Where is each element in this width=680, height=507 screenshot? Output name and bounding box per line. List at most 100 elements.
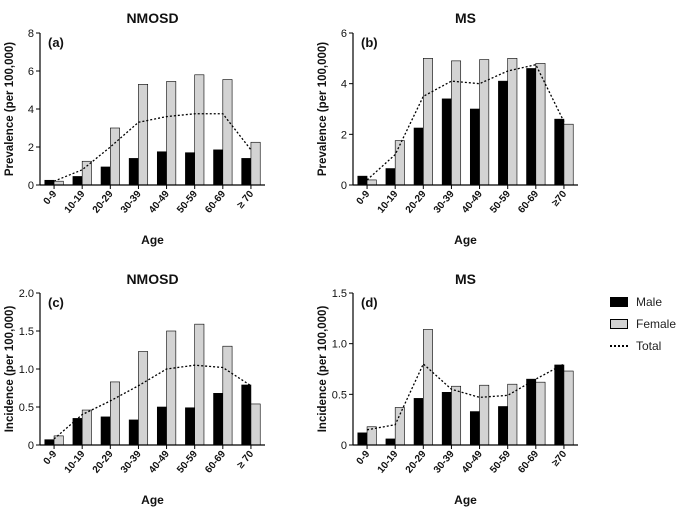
panel-4-xtick-label-6: 50-59	[488, 449, 513, 476]
panel-2-xtick-label-7: 60-69	[516, 189, 541, 216]
panel-3-bar-female-4	[138, 351, 149, 446]
panel-4-bar-female-5	[479, 384, 490, 446]
panel-3-ytick-label-3: 1.0	[19, 364, 34, 376]
panel-2-total-line	[366, 63, 565, 181]
panel-1-xtick-label-8: ≥ 70	[235, 189, 256, 211]
panel-4-total-line	[366, 362, 565, 431]
panel-2-ytick-label-4: 6	[341, 28, 347, 40]
panel-1-xtick-label-1: 0-9	[42, 189, 60, 207]
panel-2-bar-male-6	[498, 80, 508, 186]
panel-1-bar-male-3	[100, 166, 111, 186]
panel-3-bar-male-6	[185, 407, 195, 446]
panel-4-bar-female-6	[507, 383, 518, 446]
panel-1-xtick-label-2: 10-19	[63, 189, 88, 216]
panel-4-y-axis-label: Incidence (per 100,000)	[317, 306, 329, 433]
panel-2-ytick-label-1: 0	[341, 180, 347, 192]
panel-4-bar-female-3	[423, 329, 433, 446]
panel-3-bar-male-4	[128, 419, 139, 446]
male-swatch	[610, 297, 628, 307]
panel-3: NMOSD (c) 0 0.5 1.0 1.5 2.0 0-9 10-19 20-29 30-39 4…	[4, 271, 265, 507]
panel-1-panel-label: (a)	[48, 35, 64, 50]
panel-4-bar-male-2	[385, 438, 396, 446]
panel-2-xtick-label-6: 50-59	[488, 189, 513, 216]
panel-4-bar-female-8	[563, 370, 574, 446]
panel-4-bar-female-7	[535, 381, 546, 446]
panel-4-x-axis-label: Age	[454, 493, 477, 507]
panel-2-x-axis-label: Age	[454, 233, 477, 247]
panel-2-bar-female-2	[394, 140, 405, 186]
panel-4: MS (d) 0 0.5 1.0 1.5 0-9 10-19 20-29 30-39 40-49 50…	[317, 271, 578, 507]
panel-3-bar-female-8	[250, 403, 261, 446]
panel-3-total-line	[53, 364, 252, 440]
panel-3-bar-female-5	[166, 330, 177, 446]
panel-2-bar-female-4	[451, 60, 462, 186]
panel-4-title: MS	[455, 271, 476, 287]
total-swatch	[610, 345, 628, 347]
panel-4-xtick-label-8: ≥70	[550, 449, 569, 469]
panel-1-bar-female-3	[110, 127, 120, 186]
panel-2-bar-male-3	[413, 127, 424, 186]
panel-4-bar-male-5	[469, 411, 480, 446]
panel-2-bar-female-6	[507, 58, 518, 186]
panel-2-bar-female-3	[423, 58, 433, 186]
panel-2-xtick-label-4: 30-39	[432, 189, 457, 216]
panel-2-bar-female-1	[366, 179, 377, 186]
panel-2-xtick-label-8: ≥70	[550, 189, 569, 209]
panel-2-xtick-label-1: 0-9	[355, 189, 373, 207]
panel-1-bar-female-4	[138, 84, 149, 186]
panel-1-bar-male-5	[156, 151, 167, 186]
panel-4-ytick-label-3: 1.0	[332, 339, 347, 351]
panel-4-ytick-label-2: 0.5	[332, 389, 347, 401]
panel-1-xtick-label-5: 40-49	[147, 189, 172, 216]
panel-3-bar-male-8	[241, 384, 252, 446]
panel-1-bar-male-1	[44, 179, 55, 186]
panel-2-bar-male-1	[357, 175, 368, 186]
legend-label-male: Male	[636, 295, 663, 309]
panel-2-ytick-label-2: 2	[341, 129, 347, 141]
panel-4-bar-male-7	[526, 378, 537, 446]
panel-1-bar-female-2	[81, 160, 92, 186]
panel-4-xtick-label-7: 60-69	[516, 449, 541, 476]
female-swatch	[610, 319, 628, 329]
panel-3-xtick-label-7: 60-69	[203, 449, 228, 476]
panel-4-bar-male-6	[498, 406, 508, 446]
panel-3-bar-male-7	[213, 393, 224, 446]
panel-2-bar-male-8	[554, 118, 565, 186]
panel-1-bar-male-8	[241, 158, 252, 186]
panel-3-y-axis-label: Incidence (per 100,000)	[4, 306, 16, 433]
panel-3-ytick-label-5: 2.0	[19, 288, 34, 300]
panel-2-y-axis-label: Prevalence (per 100,000)	[317, 42, 329, 176]
panel-4-bar-male-1	[357, 432, 368, 446]
panel-4-bar-male-4	[441, 392, 452, 446]
panel-3-title: NMOSD	[126, 271, 178, 287]
panel-3-bar-male-1	[44, 439, 55, 446]
panel-2-panel-label: (b)	[361, 35, 378, 50]
panel-1-ytick-label-5: 8	[28, 28, 34, 40]
panel-2-xtick-label-2: 10-19	[376, 189, 401, 216]
panel-2-bar-female-5	[479, 59, 490, 186]
panel-3-bar-male-2	[72, 418, 83, 446]
panel-1-x-axis-label: Age	[141, 233, 164, 247]
panel-2-ytick-label-3: 4	[341, 79, 347, 91]
panel-3-ytick-label-4: 1.5	[19, 326, 34, 338]
panel-1-xtick-label-7: 60-69	[203, 189, 228, 216]
panel-4-xtick-label-3: 20-29	[404, 449, 429, 476]
panel-4-xtick-label-2: 10-19	[376, 449, 401, 476]
panel-3-xtick-label-6: 50-59	[175, 449, 200, 476]
panel-1-bar-male-4	[128, 158, 139, 186]
panel-3-xtick-label-3: 20-29	[91, 449, 116, 476]
panel-1-bar-female-6	[194, 74, 205, 186]
panel-1-xtick-label-6: 50-59	[175, 189, 200, 216]
legend-item-male: Male	[610, 291, 680, 313]
panel-3-bar-female-2	[81, 409, 92, 446]
panel-1-ytick-label-1: 0	[28, 180, 34, 192]
panel-4-bar-female-4	[451, 385, 462, 446]
panel-2-xtick-label-3: 20-29	[404, 189, 429, 216]
panel-1-y-axis-label: Prevalence (per 100,000)	[4, 42, 16, 176]
panel-2-bar-female-8	[563, 123, 574, 186]
panel-1-xtick-label-3: 20-29	[91, 189, 116, 216]
legend-item-total: Total	[610, 335, 680, 357]
panel-2-bar-male-7	[526, 68, 537, 186]
panel-2-title: MS	[455, 10, 476, 26]
